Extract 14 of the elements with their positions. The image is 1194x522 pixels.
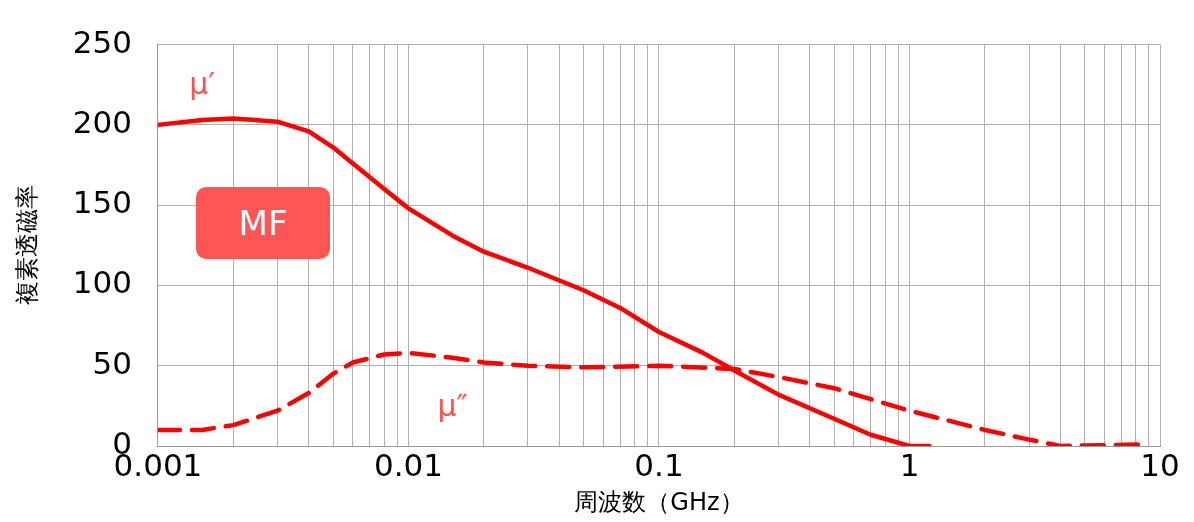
y-tick-label: 200 bbox=[72, 103, 132, 140]
y-tick-label: 50 bbox=[92, 344, 132, 381]
y-tick-label: 100 bbox=[72, 264, 132, 301]
x-tick-label: 0.01 bbox=[373, 446, 443, 483]
x-axis-title: 周波数（GHz） bbox=[574, 487, 744, 516]
x-tick-label: 0.1 bbox=[634, 446, 684, 483]
y-tick-label: 250 bbox=[72, 23, 132, 60]
y-axis-title: 複素透磁率 bbox=[12, 185, 41, 306]
y-tick-label: 150 bbox=[72, 184, 132, 221]
x-tick-label: 1 bbox=[899, 446, 920, 483]
annotation: MF bbox=[196, 187, 330, 259]
series-label: μ′ bbox=[189, 66, 216, 102]
series-label: μ″ bbox=[437, 387, 468, 423]
x-tick-label: 10 bbox=[1140, 446, 1180, 483]
